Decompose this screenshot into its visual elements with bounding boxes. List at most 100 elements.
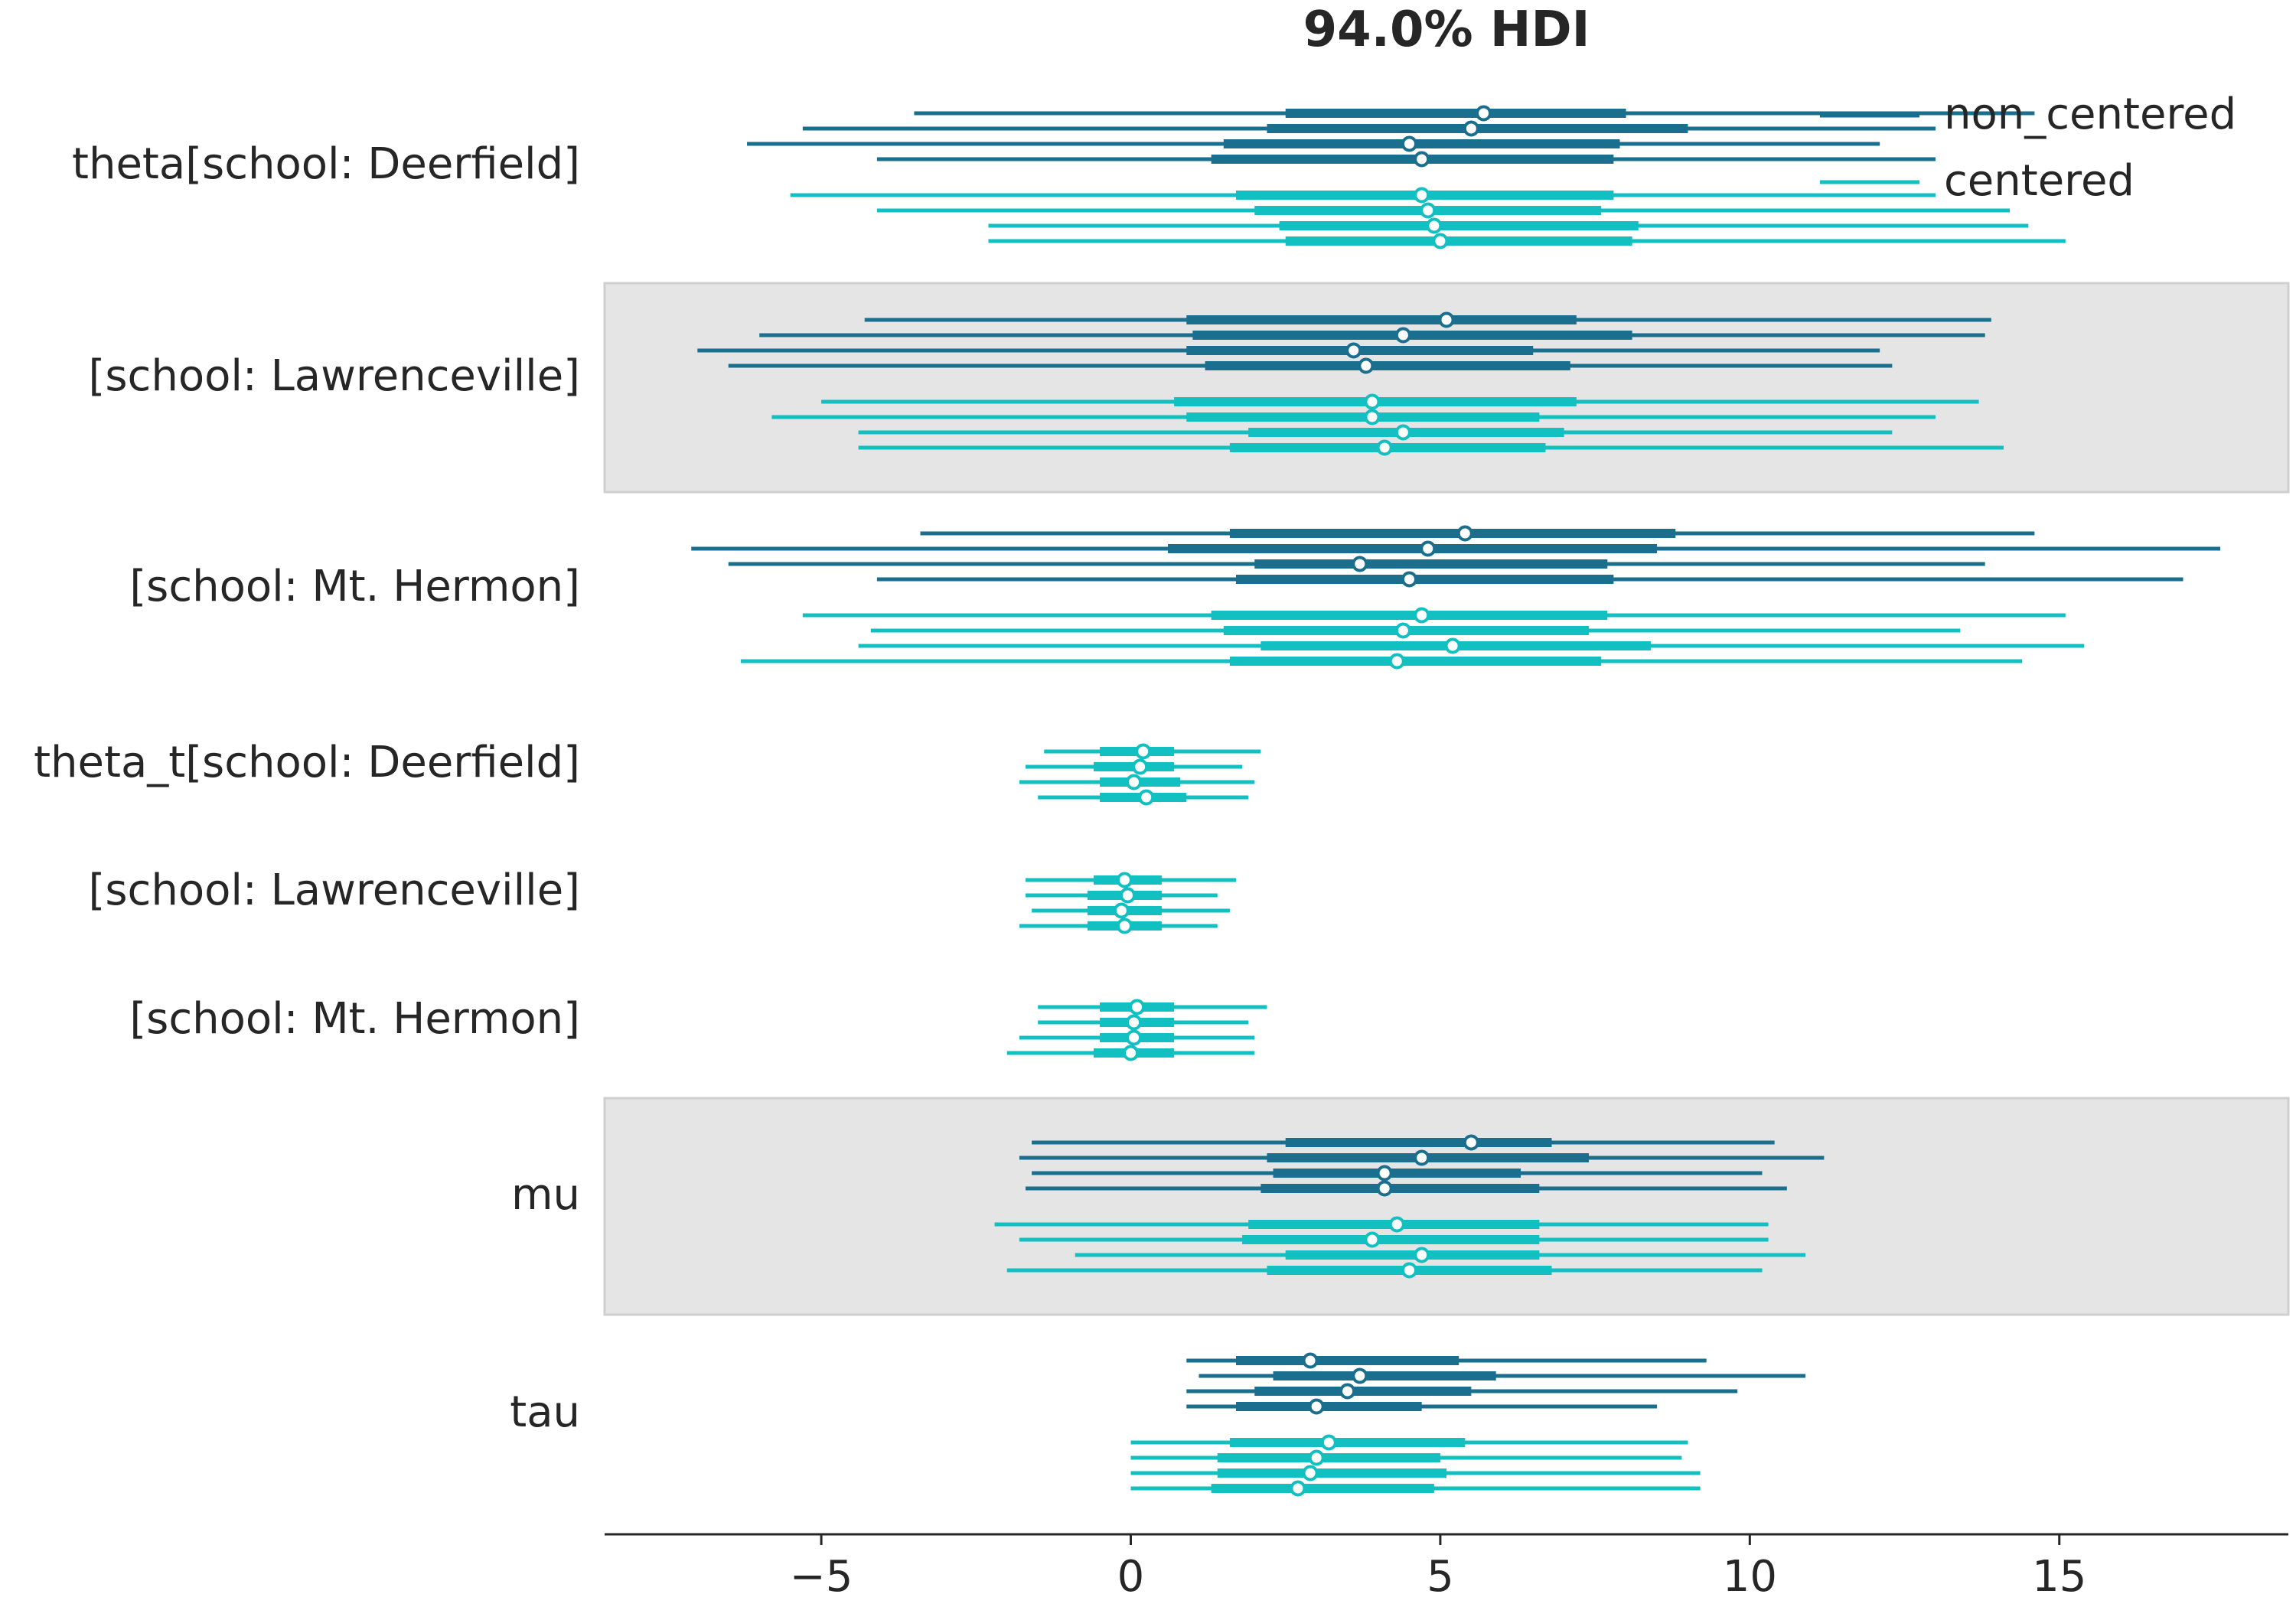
variable-labels: theta[school: Deerfield] [school: Lawrenc… [34,139,580,1437]
x-tick-label: 10 [1723,1552,1777,1602]
median-point [1320,1434,1337,1451]
median-point [1358,357,1375,374]
median-point [1376,1165,1393,1182]
median-point [1308,1449,1325,1466]
median-point [1376,439,1393,456]
median-point [1290,1480,1306,1497]
interval-1-non_centered-chain-2 [697,342,1880,359]
median-point [1444,637,1461,654]
median-point [1302,1465,1319,1482]
median-point [1138,789,1155,806]
interval-1-centered-chain-2 [858,424,1893,441]
median-point [1364,409,1381,425]
interval-7-centered-chain-0 [1130,1434,1688,1451]
interval-4-centered-chain-3 [1019,918,1218,934]
median-point [1401,1262,1417,1279]
interval-6-centered-chain-1 [1019,1231,1769,1248]
median-point [1420,540,1437,557]
interval-2-centered-chain-1 [870,622,1961,639]
interval-2-centered-chain-3 [740,653,2023,670]
interval-0-centered-chain-2 [988,217,2029,234]
median-point [1132,758,1149,775]
variable-label-0: theta[school: Deerfield] [72,139,580,189]
median-point [1420,202,1437,219]
legend: non_centered centered [1820,90,2236,206]
x-tick-label: 5 [1427,1552,1454,1602]
interval-0-centered-chain-0 [790,187,1936,204]
median-point [1476,105,1492,122]
median-point [1438,311,1455,328]
interval-3-centered-chain-3 [1038,789,1249,806]
interval-1-centered-chain-1 [771,409,1936,425]
interval-6-centered-chain-3 [1006,1262,1763,1279]
interval-2-non_centered-chain-1 [691,540,2221,557]
interval-6-non_centered-chain-3 [1026,1180,1787,1197]
chart-title: 94.0% HDI [1303,2,1590,58]
interval-2-centered-chain-2 [858,637,2085,654]
interval-2-non_centered-chain-3 [876,571,2183,588]
median-point [1116,872,1133,888]
variable-label-5: [school: Mt. Hermon] [129,994,580,1044]
interval-7-non_centered-chain-0 [1186,1352,1707,1369]
interval-5-centered-chain-3 [1006,1045,1255,1061]
median-point [1463,120,1479,137]
interval-7-centered-chain-1 [1130,1449,1682,1466]
interval-3-centered-chain-2 [1019,774,1255,790]
median-point [1135,743,1152,760]
interval-1-centered-chain-3 [858,439,2004,456]
median-point [1119,887,1136,904]
interval-7-centered-chain-2 [1130,1465,1701,1482]
median-point [1414,1247,1430,1263]
variable-label-4: [school: Lawrenceville] [89,865,580,915]
interval-7-non_centered-chain-3 [1186,1398,1657,1415]
interval-7-centered-chain-3 [1130,1480,1701,1497]
interval-2-centered-chain-0 [802,607,2066,624]
x-tick-label: 0 [1117,1552,1145,1602]
median-point [1463,1134,1479,1151]
shaded-band-6 [603,1097,2290,1316]
median-point [1426,217,1443,234]
interval-6-non_centered-chain-1 [1019,1149,1825,1166]
median-point [1414,607,1430,624]
interval-7-non_centered-chain-2 [1186,1383,1738,1400]
interval-5-centered-chain-0 [1038,999,1267,1015]
variable-label-1: [school: Lawrenceville] [89,351,580,401]
median-point [1456,525,1473,542]
interval-6-non_centered-chain-2 [1032,1165,1763,1182]
median-point [1394,622,1411,639]
variable-label-6: mu [511,1170,580,1220]
legend-entry-non_centered: non_centered [1820,90,2236,139]
median-point [1401,135,1417,152]
median-point [1123,1045,1139,1061]
interval-0-non_centered-chain-0 [914,105,2035,122]
interval-marks [691,105,2221,1497]
interval-3-centered-chain-0 [1044,743,1261,760]
interval-1-non_centered-chain-1 [759,327,1985,344]
median-point [1432,233,1449,249]
median-point [1364,393,1381,410]
median-point [1302,1352,1319,1369]
interval-6-centered-chain-0 [994,1216,1769,1233]
interval-0-non_centered-chain-3 [876,151,1936,168]
interval-2-non_centered-chain-0 [920,525,2035,542]
interval-4-centered-chain-0 [1026,872,1236,888]
legend-entry-centered: centered [1820,156,2135,206]
interval-5-centered-chain-1 [1038,1014,1249,1031]
median-point [1388,1216,1405,1233]
median-point [1352,1367,1368,1384]
interval-0-centered-chain-3 [988,233,2066,249]
legend-label: centered [1944,156,2135,206]
interval-1-centered-chain-0 [821,393,1979,410]
median-point [1308,1398,1325,1415]
median-point [1364,1231,1381,1248]
interval-6-centered-chain-2 [1075,1247,1806,1263]
median-point [1401,571,1417,588]
median-point [1116,918,1133,934]
median-point [1414,1149,1430,1166]
median-point [1376,1180,1393,1197]
x-tick-label: 15 [2032,1552,2086,1602]
median-point [1345,342,1362,359]
median-point [1394,424,1411,441]
interval-0-non_centered-chain-2 [747,135,1880,152]
interval-3-centered-chain-1 [1026,758,1243,775]
